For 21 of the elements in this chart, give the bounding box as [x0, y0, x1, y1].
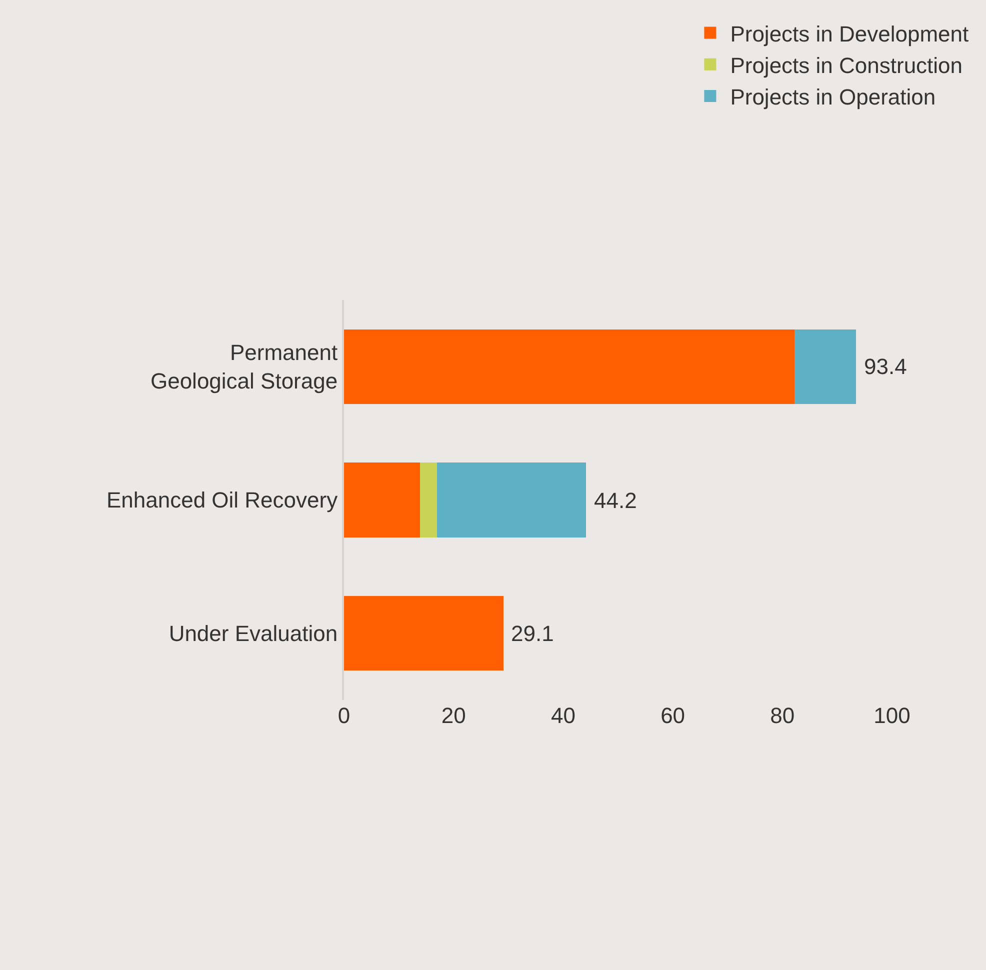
x-tick-label: 40 [550, 703, 576, 728]
total-label: 93.4 [864, 354, 907, 379]
bar [420, 462, 438, 538]
total-label: 44.2 [594, 488, 637, 513]
x-tick-label: 80 [770, 703, 795, 728]
x-tick-label: 100 [874, 703, 910, 728]
y-tick-label: Enhanced Oil Recovery [106, 488, 338, 513]
legend-label: Projects in Construction [730, 52, 963, 78]
bar [344, 462, 420, 538]
legend-label: Projects in Operation [730, 84, 936, 110]
bar [794, 329, 856, 404]
bar [344, 329, 794, 404]
total-label: 29.1 [511, 621, 554, 646]
legend-label: Projects in Development [730, 21, 969, 46]
x-tick-label: 60 [660, 703, 686, 728]
x-tick-label: 0 [338, 703, 350, 728]
bar [437, 462, 586, 538]
y-tick-label: Under Evaluation [168, 621, 338, 646]
x-tick-label: 20 [441, 703, 466, 728]
bar [344, 596, 504, 671]
y-tick-label: Permanent Geological Storage [150, 340, 338, 394]
